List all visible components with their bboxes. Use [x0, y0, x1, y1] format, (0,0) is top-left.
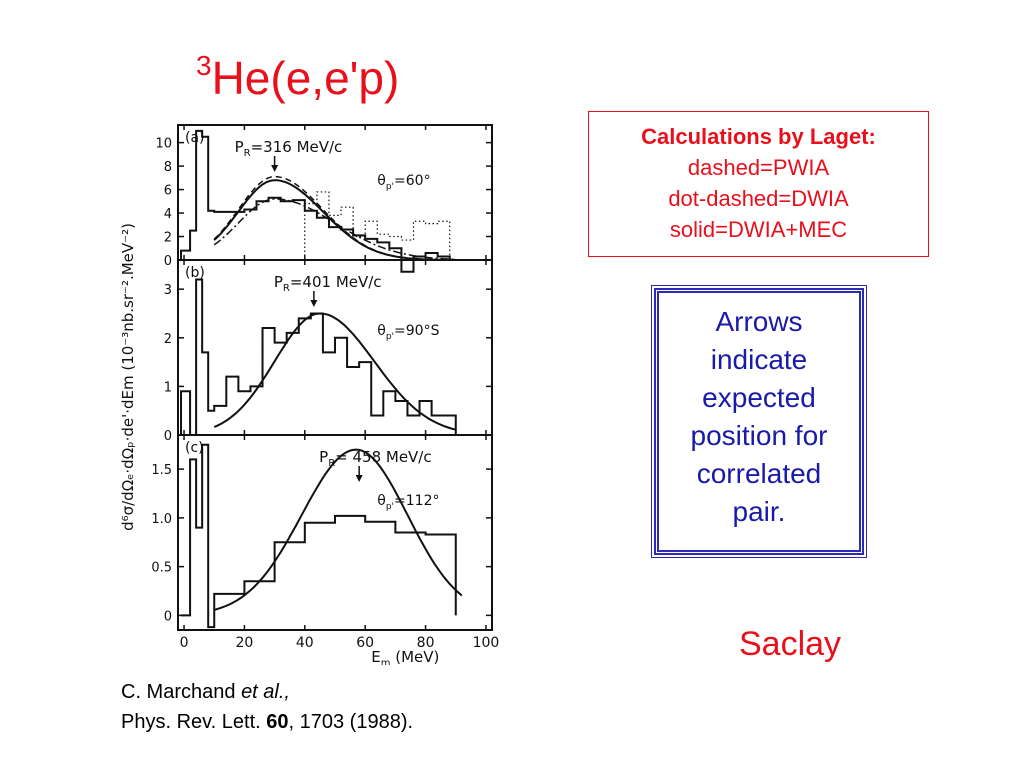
theta-value: =112° — [394, 493, 439, 509]
y-axis-label: d⁶σ/dΩₑ·dΩₚ·de'·dEm (10⁻³nb.sr⁻².MeV⁻²) — [119, 223, 137, 531]
panel-b: 0 1 2 3 (b) PR=401 MeV/c θp'=90°S — [164, 259, 493, 444]
citation-pages: , 1703 (1988). — [288, 711, 414, 733]
curve-dashed — [213, 175, 456, 261]
x-axis-unit: (MeV) — [390, 648, 439, 665]
pr-subscript: R — [328, 458, 335, 469]
calc-line-pwia: dashed=PWIA — [687, 155, 830, 180]
theta-value: =90°S — [394, 323, 440, 339]
title-superscript: 3 — [196, 50, 212, 81]
pr-label: P — [274, 273, 283, 291]
pr-label: P — [319, 448, 328, 466]
x-tick-label: 60 — [356, 635, 374, 651]
histogram-series — [180, 129, 451, 273]
arrows-note-line: indicate — [710, 344, 808, 375]
curve-solid — [213, 179, 456, 261]
theta-symbol: θ — [377, 493, 386, 509]
curve-solid — [213, 448, 463, 611]
calc-line-dwia: dot-dashed=DWIA — [668, 186, 849, 211]
citation-authors: C. Marchand — [121, 681, 242, 703]
theta-subscript: p' — [386, 332, 394, 342]
figure-chart: d⁶σ/dΩₑ·dΩₚ·de'·dEm (10⁻³nb.sr⁻².MeV⁻²) 0… — [119, 124, 500, 665]
panel-label: (b) — [185, 265, 205, 281]
citation: C. Marchand et al., Phys. Rev. Lett. 60,… — [121, 677, 413, 737]
title-text: He(e,e'p) — [211, 52, 400, 104]
theta-subscript: p' — [386, 502, 394, 512]
histogram-dotted-series — [304, 191, 451, 260]
slide-title: 3He(e,e'p) — [196, 50, 399, 105]
pr-value: =401 MeV/c — [290, 273, 382, 291]
y-tick-label: 8 — [164, 160, 172, 175]
x-tick-label: 0 — [180, 635, 189, 651]
histogram-series — [180, 278, 457, 436]
panel-c: 0 0.5 1.0 1.5 (c) PR= 458 MeV/c θp'=112° — [151, 434, 493, 631]
x-tick-label: 20 — [236, 635, 254, 651]
panel-a: 0 2 4 6 8 10 (a) PR=316 MeV/c θp'=60° — [155, 124, 493, 273]
y-tick-label: 2 — [164, 231, 172, 246]
y-tick-label: 2 — [164, 332, 172, 347]
pr-annotation: PR=316 MeV/c — [235, 138, 343, 159]
x-axis-symbol: E — [371, 648, 380, 665]
curve-dotdash — [213, 198, 456, 261]
theta-symbol: θ — [377, 173, 386, 189]
theta-annotation: θp'=90°S — [377, 323, 439, 342]
y-tick-label: 3 — [164, 283, 172, 298]
y-tick-label: 1 — [164, 380, 172, 395]
arrows-note-line: pair. — [732, 496, 786, 527]
y-tick-label: 4 — [164, 207, 172, 222]
citation-authors-line: C. Marchand et al., — [121, 677, 413, 707]
panel-frame — [177, 434, 493, 631]
theta-symbol: θ — [377, 323, 386, 339]
y-tick-label: 0.5 — [151, 561, 172, 576]
panel-label: (a) — [185, 130, 205, 146]
y-tick-label: 1.0 — [151, 512, 172, 527]
histogram-series — [181, 443, 457, 629]
pr-subscript: R — [283, 283, 290, 294]
curve-solid — [213, 312, 457, 431]
calculations-legend-box: Calculations by Laget: dashed=PWIA dot-d… — [588, 111, 929, 257]
citation-journal: Phys. Rev. Lett. — [121, 711, 267, 733]
y-tick-label: 1.5 — [151, 463, 172, 478]
pr-label: P — [235, 138, 244, 156]
citation-journal-line: Phys. Rev. Lett. 60, 1703 (1988). — [121, 707, 413, 737]
x-tick-label: 40 — [296, 635, 314, 651]
calc-line-mec: solid=DWIA+MEC — [669, 217, 848, 242]
theta-annotation: θp'=112° — [377, 493, 439, 512]
arrows-note-box: Arrows indicate expected position for co… — [651, 285, 867, 558]
x-tick-label: 100 — [473, 635, 500, 651]
citation-volume: 60 — [266, 711, 289, 733]
arrow-head — [310, 300, 318, 307]
arrows-note-line: expected — [702, 382, 816, 413]
y-tick-label: 6 — [164, 184, 172, 199]
panel-label: (c) — [185, 440, 204, 456]
pr-subscript: R — [244, 148, 251, 159]
pr-annotation: PR= 458 MeV/c — [319, 448, 431, 469]
calc-heading: Calculations by Laget: — [641, 124, 876, 149]
y-tick-label: 0 — [164, 609, 172, 624]
pr-value: =316 MeV/c — [251, 138, 343, 156]
pr-annotation: PR=401 MeV/c — [274, 273, 382, 294]
citation-etal: et al., — [241, 681, 290, 703]
x-axis-label: Em (MeV) — [371, 648, 439, 665]
theta-annotation: θp'=60° — [377, 173, 430, 192]
arrows-note-line: Arrows — [715, 306, 803, 337]
y-tick-label: 0 — [164, 254, 172, 269]
arrow-head — [355, 475, 363, 482]
pr-value: = 458 MeV/c — [335, 448, 431, 466]
theta-subscript: p' — [386, 182, 394, 192]
lab-location-label: Saclay — [739, 625, 842, 663]
y-tick-label: 10 — [155, 137, 172, 152]
y-tick-label: 0 — [164, 429, 172, 444]
x-axis-subscript: m — [381, 658, 391, 665]
arrows-note-text: Arrows indicate expected position for co… — [659, 303, 859, 531]
x-tick-label: 80 — [417, 635, 435, 651]
arrows-note-line: correlated — [696, 458, 822, 489]
arrow-head — [271, 165, 279, 172]
theta-value: =60° — [394, 173, 431, 189]
arrows-note-line: position for — [690, 420, 828, 451]
